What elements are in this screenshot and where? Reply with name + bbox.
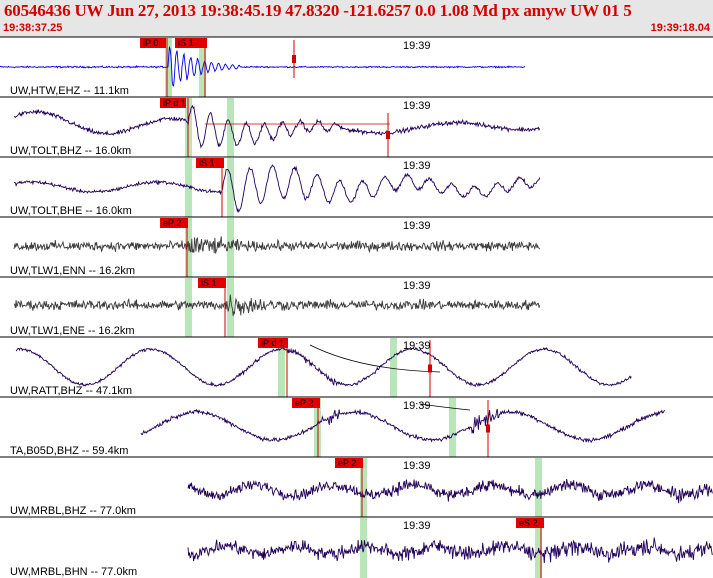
waveform-trace [15, 346, 632, 388]
station-label: UW,TOLT,BHE -- 16.0km [10, 205, 132, 217]
trace-panel[interactable]: iP 0 iS 1 19:39 UW,HTW,EHZ -- 11.1km [0, 38, 526, 97]
station-label: UW,MRBL,BHN -- 77.0km [10, 566, 137, 578]
pick-label: iP 0 [143, 38, 158, 48]
station-label: UW,HTW,EHZ -- 11.1km [10, 85, 129, 97]
pick-window [165, 38, 172, 97]
waveform-trace [140, 408, 665, 444]
pick-window [227, 98, 234, 157]
pick-window [278, 338, 285, 397]
trace-panel[interactable]: iS 1 19:39 UW,TOLT,BHE -- 16.0km [0, 156, 713, 217]
event-header: 60546436 UW Jun 27, 2013 19:38:45.19 47.… [0, 0, 713, 37]
waveform-trace [0, 45, 526, 87]
minute-label: 19:39 [403, 220, 431, 232]
pick-window [390, 338, 397, 397]
trace-panel[interactable]: iP d 1 19:39 UW,RATT,BHZ -- 47.1km [0, 336, 713, 397]
pick-label: eP 2 [163, 218, 181, 228]
waveform-trace [13, 164, 541, 213]
pick-label-box[interactable] [140, 38, 166, 48]
trace-panel[interactable]: iS 1 19:39 UW,TLW1,ENE -- 16.2km [0, 276, 713, 337]
pick-window [227, 278, 234, 337]
pick-label-box[interactable] [160, 218, 188, 228]
pick-label: iS 1 [199, 158, 215, 168]
amplitude-tick [486, 424, 490, 433]
pick-label: iP d 1 [163, 98, 186, 108]
pick-label-box[interactable] [160, 98, 186, 108]
minute-label: 19:39 [403, 40, 431, 52]
pick-label: eP 2 [338, 458, 356, 468]
amplitude-tick [428, 364, 432, 373]
amplitude-tick [292, 55, 296, 63]
trace-panel[interactable]: eP 2 19:39 TA,B05D,BHZ -- 59.4km [0, 396, 713, 457]
pick-label-box[interactable] [175, 38, 207, 48]
station-label: TA,B05D,BHZ -- 59.4km [10, 445, 128, 457]
trace-panel[interactable]: eS 2 19:39 UW,MRBL,BHN -- 77.0km [0, 516, 713, 578]
pick-label-box[interactable] [335, 458, 363, 468]
pick-window [185, 158, 192, 217]
trace-panel[interactable]: eP 2 19:39 UW,TLW1,ENN -- 16.2km [0, 216, 713, 277]
pick-label: eS 2 [519, 518, 538, 528]
pick-window [360, 458, 367, 517]
waveform-trace [13, 104, 541, 149]
pick-label-box[interactable] [516, 518, 544, 528]
pick-label: iP d 1 [261, 338, 284, 348]
waveform-trace [187, 479, 713, 504]
pick-label-box[interactable] [198, 278, 226, 288]
overlay-curve [309, 344, 441, 373]
pick-label-box[interactable] [292, 398, 320, 408]
pick-window [535, 458, 542, 517]
amplitude-tick [386, 131, 390, 139]
trace-panel[interactable]: eP 2 19:39 UW,MRBL,BHZ -- 77.0km [0, 456, 713, 517]
minute-label: 19:39 [403, 340, 431, 352]
pick-label: iS 1 [201, 278, 217, 288]
station-label: UW,RATT,BHZ -- 47.1km [10, 385, 132, 397]
minute-label: 19:39 [403, 520, 431, 532]
pick-label: eP 2 [295, 398, 313, 408]
station-label: UW,MRBL,BHZ -- 77.0km [10, 505, 136, 517]
overlay-curve [419, 403, 471, 411]
minute-label: 19:39 [403, 100, 431, 112]
minute-label: 19:39 [403, 400, 431, 412]
trace-panel[interactable]: iP d 1 19:39 UW,TOLT,BHZ -- 16.0km [0, 96, 713, 157]
minute-label: 19:39 [403, 460, 431, 472]
event-title: 60546436 UW Jun 27, 2013 19:38:45.19 47.… [4, 1, 632, 20]
station-label: UW,TOLT,BHZ -- 16.0km [10, 145, 131, 157]
minute-label: 19:39 [403, 160, 431, 172]
pick-window [227, 158, 234, 217]
pick-label-box[interactable] [258, 338, 288, 348]
pick-window [449, 398, 456, 457]
pick-label-box[interactable] [196, 158, 224, 168]
window-start-time: 19:38:37.25 [3, 22, 63, 34]
pick-label: iS 1 [178, 38, 194, 48]
waveform-trace [13, 236, 541, 254]
window-end-time: 19:39:18.04 [650, 22, 710, 34]
pick-window [185, 278, 192, 337]
waveform-trace [187, 537, 713, 564]
waveform-trace [13, 294, 541, 316]
station-label: UW,TLW1,ENN -- 16.2km [10, 265, 135, 277]
minute-label: 19:39 [403, 280, 431, 292]
station-label: UW,TLW1,ENE -- 16.2km [10, 325, 134, 337]
